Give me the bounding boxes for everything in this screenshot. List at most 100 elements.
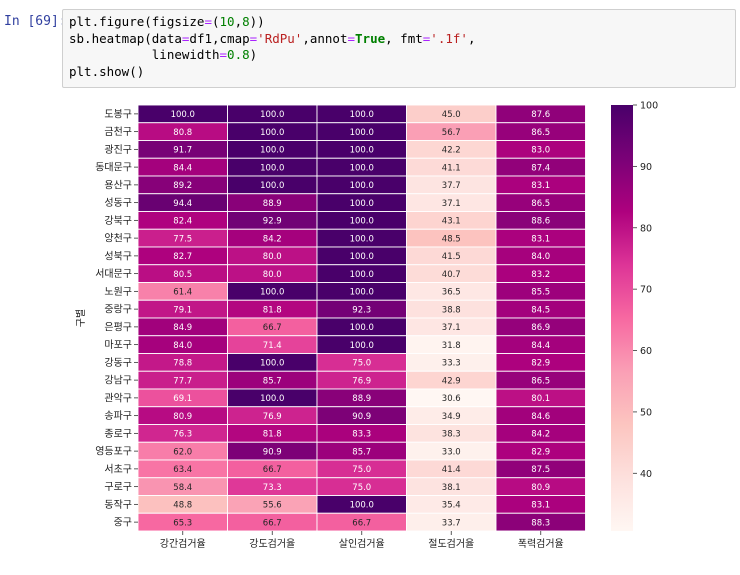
cell-annotation: 94.4: [173, 199, 192, 209]
cell-annotation: 83.1: [531, 234, 550, 244]
cell-annotation: 80.9: [173, 412, 192, 422]
cell-annotation: 33.0: [442, 447, 461, 457]
cell-annotation: 78.8: [173, 359, 192, 369]
code-token: =: [219, 47, 228, 62]
cell-annotation: 100.0: [260, 146, 284, 156]
code-token: )): [249, 14, 265, 29]
cell-annotation: 100.0: [350, 163, 374, 173]
cell-annotation: 100.0: [350, 501, 374, 511]
cell-annotation: 62.0: [173, 447, 192, 457]
cell-annotation: 38.3: [442, 430, 461, 440]
cell-annotation: 73.3: [263, 483, 282, 493]
cell-annotation: 80.0: [263, 270, 282, 280]
colorbar-tick-label: 60: [640, 346, 652, 357]
cell-annotation: 48.5: [442, 234, 461, 244]
cell-annotation: 42.9: [442, 376, 461, 386]
cell-annotation: 79.1: [173, 305, 192, 315]
cell-annotation: 55.6: [263, 501, 282, 511]
cell-annotation: 84.4: [531, 341, 550, 351]
y-tick-label: 종로구: [104, 428, 132, 440]
cell-annotation: 86.5: [531, 128, 550, 138]
y-tick-label: 강동구: [104, 357, 132, 369]
cell-annotation: 87.4: [531, 163, 550, 173]
colorbar-tick-label: 100: [640, 101, 658, 112]
code-line: plt.show(): [69, 64, 475, 81]
y-tick-label: 양천구: [104, 233, 132, 245]
cell-annotation: 84.2: [263, 234, 282, 244]
colorbar: [611, 105, 633, 531]
cell-annotation: 77.5: [173, 234, 192, 244]
x-tick-label: 살인검거율: [339, 538, 385, 550]
y-tick-label: 송파구: [104, 410, 132, 422]
cell-annotation: 100.0: [260, 359, 284, 369]
y-tick-label: 도봉구: [104, 108, 132, 120]
cell-annotation: 75.0: [352, 483, 371, 493]
cell-annotation: 87.6: [531, 110, 550, 120]
cell-annotation: 33.7: [442, 518, 461, 528]
cell-annotation: 83.3: [352, 430, 371, 440]
cell-annotation: 87.5: [531, 465, 550, 475]
cell-annotation: 30.6: [442, 394, 461, 404]
y-tick-label: 광진구: [104, 144, 132, 156]
cell-annotation: 48.8: [173, 501, 192, 511]
cell-annotation: 100.0: [171, 110, 195, 120]
cell-annotation: 92.9: [263, 217, 282, 227]
code-token: =: [347, 30, 356, 46]
code-token: (: [212, 14, 220, 29]
y-tick-label: 금천구: [104, 126, 132, 138]
cell-prompt: In [69]:: [4, 14, 67, 29]
cell-annotation: 88.9: [263, 199, 282, 209]
cell-annotation: 58.4: [173, 483, 192, 493]
code-line: sb.heatmap(data=df1,cmap='RdPu',annot=Tr…: [69, 31, 475, 48]
y-tick-label: 서초구: [104, 463, 132, 475]
cell-annotation: 43.1: [442, 217, 461, 227]
cell-annotation: 100.0: [350, 323, 374, 333]
cell-annotation: 100.0: [350, 217, 374, 227]
cell-annotation: 33.3: [442, 359, 461, 369]
code-cell[interactable]: plt.figure(figsize=(10,8)) sb.heatmap(dat…: [62, 9, 736, 88]
cell-annotation: 100.0: [350, 128, 374, 138]
code-token: 'RdPu': [257, 30, 303, 46]
code-token: ,: [467, 30, 476, 46]
x-tick-label: 폭력검거율: [518, 538, 564, 550]
code-token: =: [249, 30, 258, 46]
cell-annotation: 56.7: [442, 128, 461, 138]
x-tick-label: 강간검거율: [160, 538, 206, 550]
cell-annotation: 100.0: [350, 341, 374, 351]
y-tick-label: 노원구: [104, 286, 132, 298]
cell-annotation: 38.1: [442, 483, 461, 493]
cell-annotation: 37.7: [442, 181, 461, 191]
cell-annotation: 80.8: [173, 128, 192, 138]
cell-annotation: 86.5: [531, 199, 550, 209]
code-editor[interactable]: plt.figure(figsize=(10,8)) sb.heatmap(dat…: [69, 14, 475, 80]
cell-annotation: 83.1: [531, 181, 550, 191]
code-line: plt.figure(figsize=(10,8)): [69, 14, 475, 31]
cell-annotation: 82.9: [531, 359, 550, 369]
y-tick-label: 구로구: [104, 482, 132, 493]
cell-annotation: 80.1: [531, 394, 550, 404]
cell-annotation: 80.5: [173, 270, 192, 280]
code-token: 8: [242, 14, 250, 29]
cell-annotation: 37.1: [442, 199, 461, 209]
cell-annotation: 31.8: [442, 341, 461, 351]
cell-annotation: 35.4: [442, 501, 461, 511]
cell-annotation: 84.0: [531, 252, 550, 262]
cell-annotation: 75.0: [352, 359, 371, 369]
cell-annotation: 83.2: [531, 270, 550, 280]
y-tick-label: 중랑구: [104, 304, 132, 316]
code-token: sb.heatmap(data: [69, 30, 182, 46]
y-tick-label: 관악구: [104, 392, 132, 404]
cell-annotation: 89.2: [173, 181, 192, 191]
cell-annotation: 92.3: [352, 305, 371, 315]
cell-annotation: 80.0: [263, 252, 282, 262]
code-token: 0.8: [227, 47, 250, 62]
code-token: linewidth: [69, 47, 220, 62]
colorbar-tick-label: 40: [640, 469, 652, 480]
code-token: plt.figure(figsize: [69, 14, 205, 29]
cell-annotation: 80.9: [531, 483, 550, 493]
cell-annotation: 61.4: [173, 288, 192, 298]
cell-annotation: 88.9: [352, 394, 371, 404]
cell-annotation: 66.7: [263, 323, 282, 333]
code-line: linewidth=0.8): [69, 47, 475, 64]
cell-annotation: 84.0: [173, 341, 192, 351]
